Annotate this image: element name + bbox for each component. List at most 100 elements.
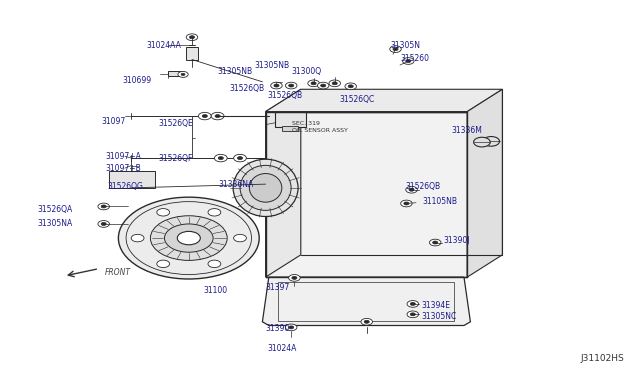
Text: 31526QB: 31526QB: [406, 182, 441, 191]
Circle shape: [393, 48, 398, 51]
Text: 310699: 310699: [123, 76, 152, 85]
Text: 31526QB: 31526QB: [229, 84, 264, 93]
Circle shape: [118, 197, 259, 279]
Ellipse shape: [474, 137, 490, 147]
Circle shape: [198, 112, 211, 120]
Circle shape: [329, 80, 340, 87]
Text: 31097: 31097: [101, 117, 125, 126]
Circle shape: [181, 73, 185, 76]
Bar: [109, 171, 155, 188]
Circle shape: [289, 275, 300, 281]
Circle shape: [211, 112, 224, 120]
Text: J31102HS: J31102HS: [580, 354, 624, 363]
Text: 31100: 31100: [204, 286, 228, 295]
Text: 31526QF: 31526QF: [159, 154, 193, 163]
Circle shape: [271, 82, 282, 89]
Circle shape: [289, 84, 294, 87]
Text: 31097+B: 31097+B: [106, 164, 141, 173]
Circle shape: [410, 302, 415, 305]
Circle shape: [157, 209, 170, 216]
Circle shape: [98, 203, 109, 210]
Circle shape: [208, 260, 221, 267]
Ellipse shape: [233, 159, 298, 217]
Text: 31097+A: 31097+A: [106, 153, 141, 161]
Circle shape: [308, 80, 319, 87]
Circle shape: [101, 222, 106, 225]
Circle shape: [433, 241, 438, 244]
Text: OIL SENSOR ASSY: OIL SENSOR ASSY: [292, 128, 348, 133]
Circle shape: [215, 115, 220, 118]
Circle shape: [410, 313, 415, 316]
Circle shape: [237, 157, 243, 160]
Bar: [186, 47, 198, 60]
Circle shape: [150, 216, 227, 260]
Text: 31024AA: 31024AA: [146, 41, 180, 50]
Circle shape: [202, 115, 207, 118]
Circle shape: [321, 84, 326, 87]
Circle shape: [407, 311, 419, 318]
Ellipse shape: [250, 173, 282, 202]
Bar: [278, 282, 454, 321]
Circle shape: [177, 231, 200, 245]
Bar: [275, 112, 306, 127]
Circle shape: [390, 46, 401, 52]
Text: 31336NA: 31336NA: [219, 180, 254, 189]
Circle shape: [403, 58, 414, 64]
Polygon shape: [262, 277, 470, 326]
Circle shape: [101, 205, 106, 208]
Circle shape: [292, 276, 297, 279]
Circle shape: [317, 82, 329, 89]
Circle shape: [401, 200, 412, 207]
Circle shape: [285, 82, 297, 89]
Circle shape: [274, 84, 279, 87]
Circle shape: [157, 260, 170, 267]
Polygon shape: [266, 112, 467, 277]
Circle shape: [285, 324, 297, 331]
Text: 31526QE: 31526QE: [159, 119, 193, 128]
Circle shape: [234, 154, 246, 162]
Text: 31024A: 31024A: [268, 344, 297, 353]
Text: 31394E: 31394E: [421, 301, 450, 310]
Circle shape: [214, 154, 227, 162]
Circle shape: [345, 83, 356, 90]
Text: SEC. 319: SEC. 319: [292, 121, 320, 126]
Circle shape: [218, 157, 223, 160]
Circle shape: [311, 82, 316, 85]
Circle shape: [234, 234, 246, 242]
Text: 31390J: 31390J: [444, 236, 470, 245]
Ellipse shape: [240, 165, 291, 211]
Text: 31305NB: 31305NB: [218, 67, 253, 76]
Circle shape: [406, 60, 411, 62]
Bar: [168, 71, 182, 76]
Circle shape: [407, 301, 419, 307]
Circle shape: [208, 209, 221, 216]
Circle shape: [178, 71, 188, 77]
Circle shape: [332, 82, 337, 85]
Bar: [282, 126, 298, 131]
Text: 31305NB: 31305NB: [255, 61, 290, 70]
Text: 31300Q: 31300Q: [291, 67, 321, 76]
Text: 31305NA: 31305NA: [37, 219, 72, 228]
Circle shape: [189, 36, 195, 39]
Polygon shape: [467, 89, 502, 277]
Circle shape: [131, 234, 144, 242]
Polygon shape: [266, 89, 502, 112]
Circle shape: [409, 188, 414, 191]
Text: 31305NC: 31305NC: [421, 312, 456, 321]
Text: 31526QC: 31526QC: [339, 95, 374, 104]
Text: 31105NB: 31105NB: [422, 197, 458, 206]
Text: 315260: 315260: [400, 54, 429, 63]
Text: 31305N: 31305N: [390, 41, 420, 50]
Text: 31336M: 31336M: [452, 126, 483, 135]
Circle shape: [406, 186, 417, 193]
Text: 31397: 31397: [266, 283, 290, 292]
Circle shape: [186, 34, 198, 41]
Circle shape: [289, 326, 294, 329]
Text: FRONT: FRONT: [104, 268, 131, 277]
Circle shape: [98, 221, 109, 227]
Circle shape: [429, 239, 441, 246]
Text: 31526QA: 31526QA: [37, 205, 72, 214]
Ellipse shape: [483, 137, 499, 146]
Polygon shape: [266, 89, 301, 277]
Text: 31526QG: 31526QG: [108, 182, 143, 191]
